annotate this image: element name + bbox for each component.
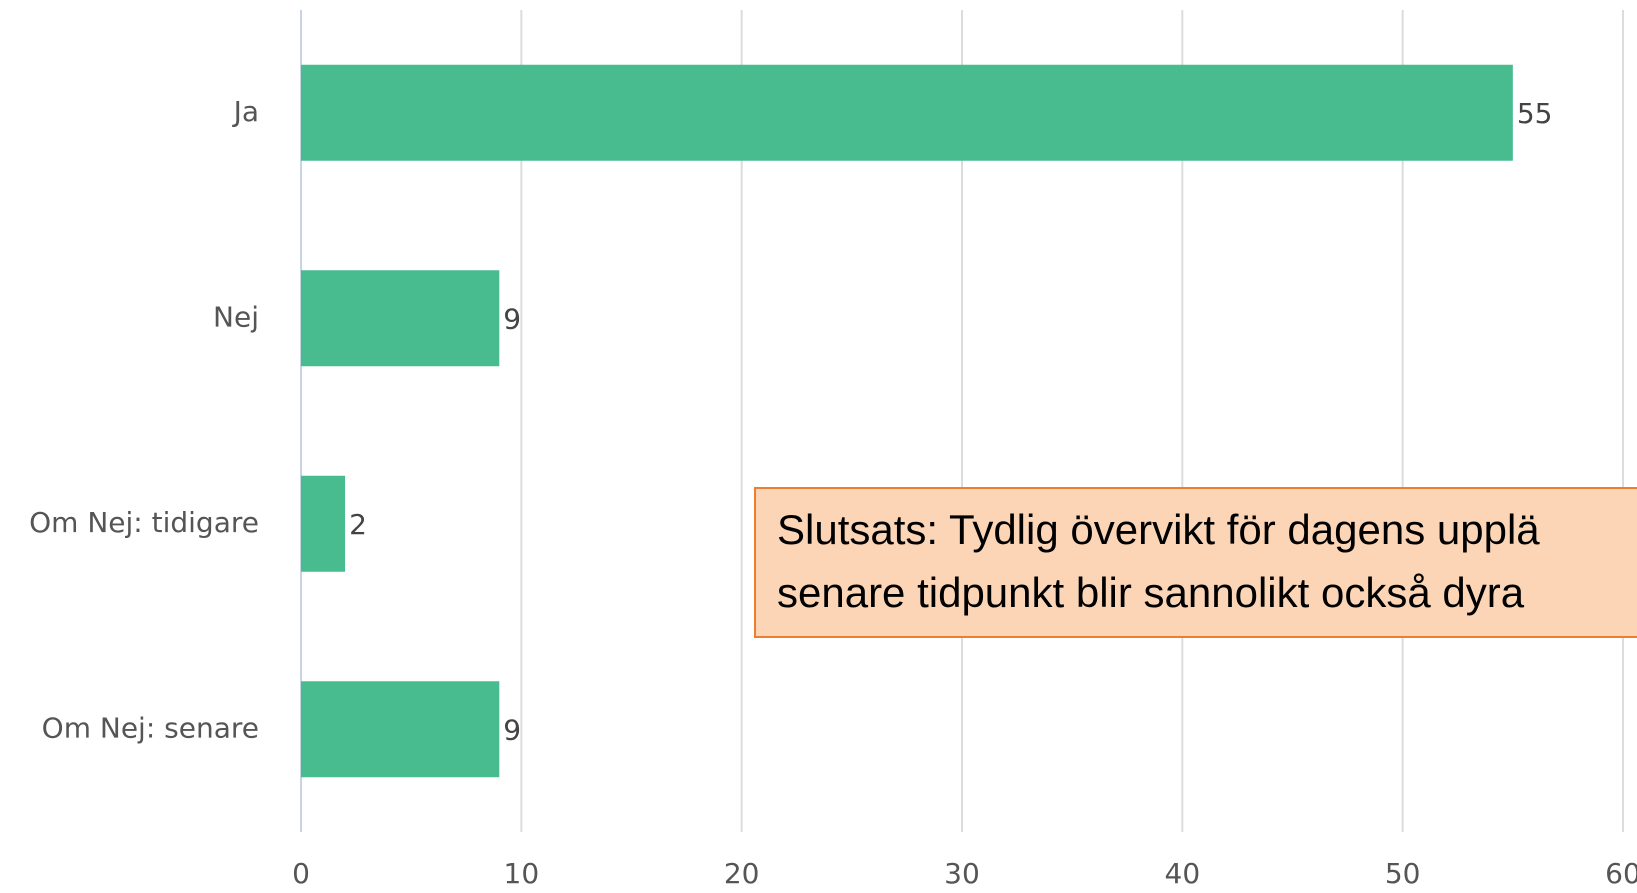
x-tick-label: 10	[504, 857, 540, 890]
x-tick-label: 30	[944, 857, 980, 890]
value-label: 9	[503, 302, 521, 335]
annotation-text: Slutsats: Tydlig övervikt för dagens upp…	[777, 506, 1540, 553]
x-tick-label: 40	[1165, 857, 1201, 890]
value-label: 9	[503, 713, 521, 746]
x-tick-label: 50	[1385, 857, 1421, 890]
bar	[301, 681, 500, 778]
category-label: Om Nej: senare	[42, 711, 259, 744]
value-label: 2	[349, 508, 367, 541]
x-tick-label: 60	[1605, 857, 1637, 890]
x-tick-label: 20	[724, 857, 760, 890]
annotation-text: senare tidpunkt blir sannolikt också dyr…	[777, 569, 1525, 616]
x-tick-label: 0	[292, 857, 310, 890]
annotation-box	[754, 487, 1637, 638]
bar	[301, 270, 500, 367]
bar	[301, 64, 1513, 161]
category-label: Ja	[232, 95, 259, 128]
value-label: 55	[1517, 97, 1553, 130]
category-label: Om Nej: tidigare	[29, 506, 259, 539]
bar	[301, 475, 346, 572]
category-label: Nej	[213, 300, 259, 333]
